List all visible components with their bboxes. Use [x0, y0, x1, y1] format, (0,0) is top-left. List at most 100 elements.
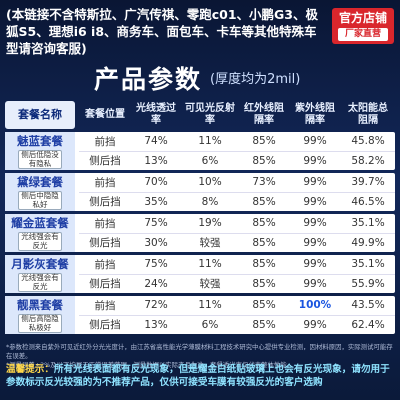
spec-cell: 73% — [252, 176, 276, 189]
spec-cell: 75% — [144, 258, 168, 271]
package-rows: 前挡 75% 11% 85% 99% 35.1% 侧后挡 24% 较强 85% 99% 55.9% — [79, 255, 395, 293]
title: 产品参数 — [94, 65, 203, 94]
package-rows: 前挡 74% 11% 85% 99% 45.8% 侧后挡 13% 6% 85% 99% 58.2% — [79, 132, 395, 170]
package-name-cell: 靓黑套餐侧后高隐隐私极好 — [5, 296, 75, 334]
package-group: 耀金蓝套餐 光线强会有反光 前挡 75% 19% 85% 99% 35.1% 侧后挡 30% 较强 8… — [5, 214, 395, 252]
spec-cell: 75% — [144, 217, 168, 230]
badge-subtitle: 厂家直营 — [338, 28, 388, 41]
spec-cell: 13% — [144, 318, 168, 331]
package-name: 黛绿套餐 — [17, 175, 63, 189]
package-note: 光线强会有反光 — [18, 273, 62, 292]
package-note: 侧后高隐隐私极好 — [18, 314, 62, 333]
spec-cell: 较强 — [199, 278, 221, 291]
spec-cell: 前挡 — [94, 299, 116, 312]
spec-cell: 99% — [303, 217, 327, 230]
tip-text: 所有光线表面都有反光现象，但是耀金白纸贴玻璃上也会有反光现象，请勿用于 — [53, 364, 390, 375]
spec-cell: 70% — [144, 176, 168, 189]
spec-cell: 35.1% — [351, 217, 385, 230]
spec-cell: 10% — [198, 176, 222, 189]
column-header: 紫外线阻隔率 — [295, 103, 335, 126]
spec-table: 套餐名称 套餐位置 光线透过率 可见光反射率 红外线阻隔率 紫外线阻隔率 太阳能总阻隔 魅蓝套… — [5, 98, 395, 337]
package-name-cell: 魅蓝套餐侧后低隐没有隐私 — [5, 132, 75, 170]
spec-cell: 11% — [198, 258, 222, 271]
spec-cell: 99% — [303, 277, 327, 290]
spec-cell: 43.5% — [351, 299, 385, 312]
badge-title: 官方店铺 — [338, 11, 387, 25]
spec-cell: 30% — [144, 236, 168, 249]
package-group: 黛绿套餐 侧后中隐隐私好 前挡 70% 10% 73% 99% 39.7% 侧后挡 35% 8% 85… — [5, 173, 395, 211]
spec-row: 侧后挡 30% 较强 85% 99% 49.9% — [79, 234, 395, 253]
spec-cell: 85% — [252, 217, 276, 230]
spec-cell: 11% — [198, 299, 222, 312]
spec-cell: 19% — [198, 217, 222, 230]
footnotes: *参数检测来自紫外可见近红外分光光度计，由江苏省高性能光学薄膜材料工程技术研究中… — [6, 343, 396, 370]
spec-cell: 85% — [252, 236, 276, 249]
spec-cell: 35% — [144, 195, 168, 208]
spec-cell: 85% — [252, 258, 276, 271]
spec-cell: 前挡 — [94, 258, 116, 271]
spec-cell: 侧后挡 — [89, 155, 121, 168]
package-group: 魅蓝套餐 侧后低隐没有隐私 前挡 74% 11% 85% 99% 45.8% 侧后挡 13% 6% 8… — [5, 132, 395, 170]
subtitle: (厚度均为2mil) — [210, 72, 301, 87]
spec-cell: 85% — [252, 299, 276, 312]
package-name-cell: 黛绿套餐 侧后中隐隐私好 — [5, 173, 75, 211]
spec-cell: 85% — [252, 318, 276, 331]
column-header: 太阳能总阻隔 — [348, 103, 388, 126]
spec-cell: 8% — [201, 195, 219, 208]
package-name: 月影灰套餐 — [11, 257, 69, 271]
package-name: 靓黑套餐 — [17, 298, 63, 312]
spec-cell: 99% — [303, 176, 327, 189]
column-header: 光线透过率 — [136, 103, 176, 126]
spec-cell: 46.5% — [351, 195, 385, 208]
spec-cell: 99% — [303, 258, 327, 271]
footnote: *参数检测来自紫外可见近红外分光光度计，由江苏省高性能光学薄膜材料工程技术研究中… — [6, 343, 393, 360]
spec-cell: 58.2% — [351, 154, 385, 167]
spec-cell: 85% — [252, 154, 276, 167]
store-badge: 官方店铺 厂家直营 — [332, 8, 394, 44]
package-rows: 前挡 72% 11% 85% 100% 43.5% 侧后挡 13% 6% 85% 99% 62.4% — [79, 296, 395, 334]
package-note: 光线强会有反光 — [18, 232, 62, 251]
tip-text: 参数标示反光较强的为不推荐产品，仅供可接受车膜有较强反光的客户选购 — [6, 377, 323, 388]
package-name-cell: 耀金蓝套餐光线强会有反光 — [5, 214, 75, 252]
spec-cell: 较强 — [199, 237, 221, 250]
spec-cell: 62.4% — [351, 318, 385, 331]
spec-cell: 55.9% — [351, 277, 385, 290]
package-name: 魅蓝套餐 — [17, 134, 63, 148]
notice: (本链接不含特斯拉、广汽传祺、零跑c01、小鹏G3、极狐S5、理想i6 i8、商… — [6, 7, 318, 56]
tip-label: 温馨提示： — [6, 364, 54, 375]
column-header: 套餐位置 — [85, 109, 125, 120]
spec-cell: 99% — [303, 236, 327, 249]
spec-cell: 99% — [303, 154, 327, 167]
spec-row: 前挡 74% 11% 85% 99% 45.8% — [79, 132, 395, 152]
spec-cell: 74% — [144, 135, 168, 148]
spec-row: 侧后挡 13% 6% 85% 99% 62.4% — [79, 316, 395, 335]
spec-row: 前挡 75% 11% 85% 99% 35.1% — [79, 255, 395, 275]
package-note: 侧后低隐没有隐私 — [18, 150, 62, 169]
package-name: 耀金蓝套餐 — [11, 216, 69, 230]
spec-cell: 侧后挡 — [89, 319, 121, 332]
spec-cell: 侧后挡 — [89, 196, 121, 209]
spec-row: 侧后挡 35% 8% 85% 99% 46.5% — [79, 193, 395, 212]
tip: 温馨提示：所有光线表面都有反光现象，但是耀金白纸贴玻璃上也会有反光现象，请勿用于… — [6, 363, 396, 389]
spec-cell: 39.7% — [351, 176, 385, 189]
spec-cell: 侧后挡 — [89, 278, 121, 291]
spec-cell: 35.1% — [351, 258, 385, 271]
package-rows: 前挡 75% 19% 85% 99% 35.1% 侧后挡 30% 较强 85% 99% 49.9% — [79, 214, 395, 252]
spec-cell: 24% — [144, 277, 168, 290]
spec-cell: 前挡 — [94, 217, 116, 230]
spec-cell: 前挡 — [94, 135, 116, 148]
column-header: 可见光反射率 — [185, 103, 235, 126]
spec-cell: 99% — [303, 135, 327, 148]
spec-cell: 45.8% — [351, 135, 385, 148]
column-header: 套餐名称 — [5, 101, 75, 129]
spec-cell: 13% — [144, 154, 168, 167]
footnote: *测量误差±2%及以下均属于正常误差范围，测量数据以实际产品为准，套餐透光率仅代… — [6, 361, 294, 369]
spec-cell: 99% — [303, 195, 327, 208]
column-header: 红外线阻隔率 — [244, 103, 284, 126]
spec-cell: 99% — [303, 318, 327, 331]
header-row: 套餐名称 套餐位置 光线透过率 可见光反射率 红外线阻隔率 紫外线阻隔率 太阳能总阻隔 — [5, 98, 395, 132]
spec-cell: 72% — [144, 299, 168, 312]
spec-cell: 85% — [252, 135, 276, 148]
spec-row: 前挡 75% 19% 85% 99% 35.1% — [79, 214, 395, 234]
